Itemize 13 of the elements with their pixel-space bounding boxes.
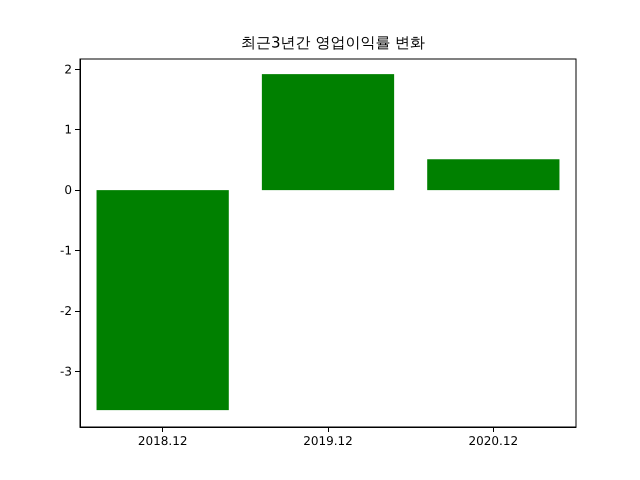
y-tick-label: -3 (60, 364, 72, 378)
bar (96, 190, 229, 410)
y-tick-label: -2 (60, 304, 72, 318)
x-tick-label: 2019.12 (303, 434, 353, 448)
y-tick-label: 1 (64, 122, 72, 137)
bar (427, 159, 560, 190)
y-tick-label: -1 (60, 244, 72, 258)
bar (262, 74, 394, 190)
x-tick-label: 2020.12 (468, 434, 518, 448)
y-tick-label: 2 (64, 62, 72, 76)
chart-title: 최근3년간 영업이익률 변화 (240, 34, 426, 52)
y-tick-label: 0 (64, 183, 72, 198)
x-tick-label: 2018.12 (138, 434, 188, 448)
